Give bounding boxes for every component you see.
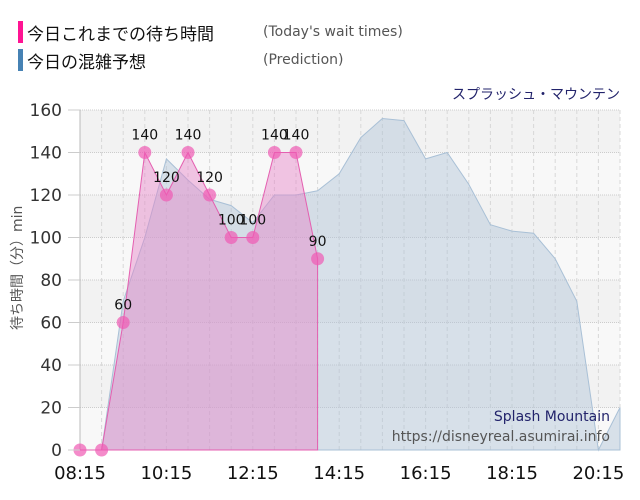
x-tick-label: 10:15	[140, 463, 192, 484]
y-tick-label: 140	[30, 144, 62, 164]
y-tick-label: 20	[40, 399, 62, 419]
data-label: 100	[218, 213, 245, 229]
legend-swatch-prediction	[18, 49, 23, 71]
y-tick-label: 0	[51, 441, 62, 461]
x-tick-label: 16:15	[400, 463, 452, 484]
legend-swatch-today	[18, 21, 23, 43]
data-point[interactable]	[138, 146, 152, 159]
x-tick-label: 20:15	[572, 463, 624, 484]
x-axis: 08:15 10:15 12:15 14:15 16:15 18:15 20:15	[54, 463, 624, 484]
watermark-url: https://disneyreal.asumirai.info	[392, 429, 610, 445]
data-label: 140	[261, 128, 288, 144]
legend-label-today-jp: 今日これまでの待ち時間	[27, 24, 214, 45]
legend-label-prediction-en: (Prediction)	[263, 52, 344, 68]
attraction-title: スプラッシュ・マウンテン	[452, 87, 620, 103]
legend-label-today-en: (Today's wait times)	[263, 24, 403, 40]
y-tick-label: 120	[30, 186, 62, 206]
x-tick-label: 14:15	[313, 463, 365, 484]
x-tick-label: 12:15	[227, 463, 279, 484]
data-label: 140	[131, 128, 158, 144]
data-point[interactable]	[289, 146, 303, 159]
prediction-area	[80, 117, 621, 452]
data-label: 140	[283, 128, 310, 144]
y-tick-label: 60	[40, 314, 62, 334]
y-tick-label: 80	[40, 271, 62, 291]
data-point[interactable]	[246, 231, 260, 244]
data-point[interactable]	[203, 188, 217, 202]
y-axis-title: 待ち時間（分）min	[10, 206, 26, 330]
x-tick-label: 18:15	[486, 463, 538, 484]
y-tick-label: 100	[30, 229, 62, 249]
data-point[interactable]	[311, 252, 325, 266]
y-tick-label: 40	[40, 356, 62, 376]
data-label: 60	[114, 298, 132, 314]
today-area	[80, 150, 319, 451]
data-label: 90	[309, 234, 327, 250]
y-axis: 0 20 40 60 80 100 120 140 160	[30, 101, 80, 461]
data-point[interactable]	[116, 316, 130, 329]
y-tick-label: 160	[30, 101, 62, 121]
legend-item-prediction[interactable]: 今日の混雑予想 (Prediction)	[18, 46, 403, 74]
data-point[interactable]	[95, 443, 109, 457]
x-tick-label: 08:15	[54, 463, 106, 484]
data-label: 120	[153, 170, 180, 186]
data-label: 120	[196, 170, 223, 186]
legend: 今日これまでの待ち時間 (Today's wait times) 今日の混雑予想…	[18, 18, 403, 74]
watermark-name: Splash Mountain	[494, 409, 610, 425]
data-point[interactable]	[181, 146, 195, 159]
data-label: 100	[239, 213, 266, 229]
data-point[interactable]	[267, 146, 281, 159]
plot-background	[80, 110, 620, 450]
data-label: 140	[175, 128, 202, 144]
data-point[interactable]	[159, 188, 173, 202]
data-point[interactable]	[224, 231, 238, 244]
legend-item-today[interactable]: 今日これまでの待ち時間 (Today's wait times)	[18, 18, 403, 46]
legend-label-prediction-jp: 今日の混雑予想	[27, 52, 146, 73]
